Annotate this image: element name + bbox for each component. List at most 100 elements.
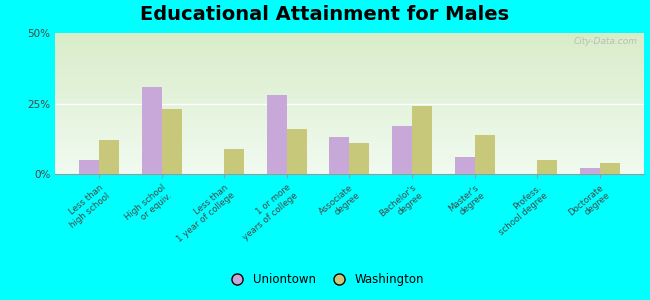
Bar	[600, 163, 619, 174]
Text: Educational Attainment for Males: Educational Attainment for Males	[140, 4, 510, 23]
Bar	[55, 133, 644, 134]
Bar	[537, 160, 557, 174]
Bar	[55, 105, 644, 106]
Bar	[55, 103, 644, 105]
Bar	[55, 147, 644, 148]
Bar	[55, 82, 644, 84]
Bar	[55, 70, 644, 71]
Bar	[55, 142, 644, 143]
Bar	[142, 87, 162, 174]
Bar	[55, 63, 644, 64]
Bar	[55, 144, 644, 146]
Bar	[55, 134, 644, 136]
Bar	[55, 39, 644, 40]
Bar	[55, 34, 644, 36]
Bar	[55, 143, 644, 144]
Bar	[55, 126, 644, 128]
Bar	[55, 98, 644, 99]
Bar	[55, 57, 644, 58]
Bar	[55, 58, 644, 60]
Bar	[55, 171, 644, 172]
Bar	[55, 99, 644, 101]
Bar	[55, 101, 644, 102]
Bar	[474, 134, 495, 174]
Bar	[55, 167, 644, 168]
Bar	[55, 71, 644, 73]
Bar	[55, 85, 644, 87]
Bar	[55, 154, 644, 156]
Bar	[55, 128, 644, 129]
Legend: Uniontown, Washington: Uniontown, Washington	[221, 269, 429, 291]
Bar	[55, 51, 644, 53]
Bar	[55, 56, 644, 57]
Bar	[55, 153, 644, 154]
Bar	[55, 46, 644, 47]
Bar	[55, 47, 644, 49]
Bar	[55, 157, 644, 158]
Bar	[55, 140, 644, 142]
Bar	[55, 164, 644, 166]
Bar	[55, 113, 644, 115]
Bar	[55, 95, 644, 97]
Bar	[55, 65, 644, 67]
Bar	[55, 120, 644, 122]
Bar	[55, 118, 644, 119]
Bar	[55, 168, 644, 170]
Bar	[162, 109, 181, 174]
Bar	[55, 54, 644, 56]
Bar	[55, 61, 644, 63]
Bar	[55, 139, 644, 140]
Bar	[55, 50, 644, 51]
Bar	[55, 75, 644, 77]
Bar	[55, 163, 644, 164]
Bar	[79, 160, 99, 174]
Bar	[55, 91, 644, 92]
Bar	[55, 119, 644, 120]
Bar	[55, 49, 644, 50]
Bar	[55, 137, 644, 139]
Bar	[55, 43, 644, 44]
Bar	[330, 137, 350, 174]
Bar	[55, 106, 644, 108]
Bar	[55, 60, 644, 61]
Bar	[55, 132, 644, 133]
Bar	[55, 148, 644, 150]
Bar	[55, 80, 644, 81]
Bar	[55, 172, 644, 174]
Bar	[266, 95, 287, 174]
Bar	[55, 78, 644, 80]
Bar	[55, 156, 644, 157]
Bar	[55, 36, 644, 37]
Bar	[55, 129, 644, 130]
Bar	[55, 73, 644, 74]
Bar	[580, 168, 600, 174]
Bar	[55, 136, 644, 137]
Bar	[55, 160, 644, 161]
Bar	[412, 106, 432, 174]
Bar	[55, 109, 644, 111]
Bar	[55, 41, 644, 43]
Bar	[55, 166, 644, 167]
Bar	[55, 67, 644, 68]
Bar	[55, 122, 644, 123]
Bar	[224, 148, 244, 174]
Bar	[55, 102, 644, 104]
Bar	[55, 74, 644, 75]
Bar	[350, 143, 369, 174]
Bar	[392, 126, 412, 174]
Bar	[55, 111, 644, 112]
Bar	[55, 87, 644, 88]
Bar	[55, 44, 644, 46]
Bar	[55, 125, 644, 126]
Bar	[55, 170, 644, 171]
Bar	[55, 130, 644, 132]
Bar	[99, 140, 119, 174]
Bar	[55, 84, 644, 85]
Bar	[55, 123, 644, 125]
Bar	[454, 157, 474, 174]
Bar	[55, 37, 644, 39]
Bar	[55, 158, 644, 160]
Bar	[55, 152, 644, 153]
Bar	[55, 146, 644, 147]
Bar	[287, 129, 307, 174]
